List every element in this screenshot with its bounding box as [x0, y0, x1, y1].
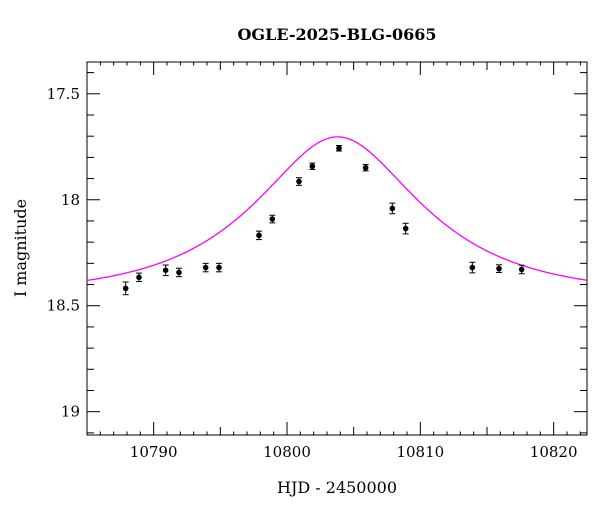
x-axis-label: HJD - 2450000	[277, 478, 397, 497]
data-point	[256, 230, 262, 241]
data-point	[469, 261, 476, 274]
data-point	[122, 281, 129, 296]
data-point	[202, 262, 209, 273]
data-point	[176, 267, 182, 278]
data-point	[269, 214, 276, 224]
point-marker	[496, 265, 502, 272]
data-point	[162, 264, 169, 277]
point-marker	[122, 285, 129, 292]
chart-title: OGLE-2025-BLG-0665	[237, 25, 436, 44]
x-tick-label: 10820	[530, 443, 578, 461]
model-curve	[86, 136, 588, 282]
point-marker	[296, 178, 302, 185]
point-marker	[336, 145, 342, 152]
data-points	[122, 145, 525, 296]
axis-tick-labels: 10790 10800 10810 10820 17.5 18 18.5 19	[47, 85, 578, 461]
y-tick-label: 17.5	[47, 85, 80, 103]
data-point	[496, 264, 502, 273]
point-marker	[176, 269, 182, 276]
data-point	[296, 177, 302, 186]
point-marker	[162, 267, 169, 274]
data-point	[389, 202, 396, 215]
data-point	[402, 222, 409, 235]
y-tick-label: 18	[61, 191, 80, 209]
x-tick-label: 10810	[396, 443, 444, 461]
point-marker	[469, 264, 476, 271]
data-point	[336, 145, 342, 152]
point-marker	[269, 216, 276, 222]
x-tick-label: 10800	[263, 443, 311, 461]
axis-ticks	[86, 62, 587, 435]
data-point	[216, 262, 222, 273]
point-marker	[518, 266, 525, 273]
y-axis-label: I magnitude	[11, 199, 30, 297]
point-marker	[136, 274, 142, 281]
plot-frame	[86, 61, 588, 436]
data-point	[518, 264, 525, 275]
point-marker	[216, 264, 222, 271]
data-point	[362, 164, 369, 172]
point-marker	[362, 164, 369, 171]
data-point	[309, 162, 316, 170]
point-marker	[309, 163, 316, 170]
point-marker	[256, 232, 262, 239]
point-marker	[389, 205, 396, 212]
y-tick-label: 18.5	[47, 297, 80, 315]
point-marker	[402, 225, 409, 232]
x-tick-label: 10790	[130, 443, 178, 461]
point-marker	[202, 264, 209, 271]
y-tick-label: 19	[61, 403, 80, 421]
data-point	[136, 272, 142, 283]
